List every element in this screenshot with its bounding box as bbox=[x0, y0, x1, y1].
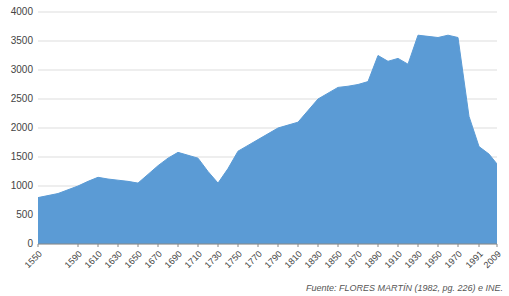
x-tick-label: 2009 bbox=[482, 249, 503, 270]
x-tick bbox=[278, 244, 279, 247]
y-tick-label: 2000 bbox=[11, 122, 34, 133]
y-tick-label: 500 bbox=[16, 209, 33, 220]
x-tick-label: 1970 bbox=[443, 249, 464, 270]
x-tick-label: 1870 bbox=[343, 249, 364, 270]
y-tick-label: 1500 bbox=[11, 151, 34, 162]
x-tick bbox=[438, 244, 439, 247]
x-tick-label: 1690 bbox=[163, 249, 184, 270]
x-tick bbox=[38, 244, 39, 247]
x-tick-label: 1590 bbox=[63, 249, 84, 270]
x-tick bbox=[138, 244, 139, 247]
x-tick bbox=[338, 244, 339, 247]
x-tick-label: 1790 bbox=[263, 249, 284, 270]
y-tick-label: 0 bbox=[27, 238, 33, 249]
grid-line bbox=[38, 244, 497, 245]
x-tick-label: 1670 bbox=[143, 249, 164, 270]
x-tick-label: 1630 bbox=[103, 249, 124, 270]
x-tick bbox=[318, 244, 319, 247]
x-tick-label: 1770 bbox=[243, 249, 264, 270]
x-tick-label: 1830 bbox=[303, 249, 324, 270]
x-tick bbox=[198, 244, 199, 247]
x-tick bbox=[298, 244, 299, 247]
plot-area bbox=[38, 35, 497, 244]
x-tick-label: 1730 bbox=[203, 249, 224, 270]
chart: 0 500 1000 1500 2000 2500 3000 3500 4000 1550 1590… bbox=[0, 0, 509, 296]
x-tick-label: 1610 bbox=[83, 249, 104, 270]
x-tick bbox=[178, 244, 179, 247]
x-tick bbox=[158, 244, 159, 247]
x-tick-label: 1550 bbox=[23, 249, 44, 270]
x-tick bbox=[497, 244, 498, 247]
x-tick bbox=[218, 244, 219, 247]
x-tick-label: 1650 bbox=[123, 249, 144, 270]
y-grid bbox=[38, 12, 497, 244]
population-area bbox=[38, 35, 497, 244]
y-tick-label: 4000 bbox=[11, 6, 34, 17]
x-axis-line bbox=[38, 244, 497, 245]
x-tick-label: 1910 bbox=[383, 249, 404, 270]
population-line bbox=[38, 35, 497, 197]
x-tick-label: 1750 bbox=[223, 249, 244, 270]
x-tick-label: 1850 bbox=[323, 249, 344, 270]
x-tick bbox=[358, 244, 359, 247]
x-tick bbox=[98, 244, 99, 247]
x-tick bbox=[418, 244, 419, 247]
x-tick bbox=[398, 244, 399, 247]
y-tick-label: 3500 bbox=[11, 35, 34, 46]
grid-line bbox=[38, 12, 497, 13]
x-tick bbox=[258, 244, 259, 247]
x-tick-label: 1890 bbox=[363, 249, 384, 270]
x-tick-label: 1930 bbox=[403, 249, 424, 270]
y-tick-label: 3000 bbox=[11, 64, 34, 75]
source-note: Fuente: FLORES MARTÍN (1982, pg. 226) e … bbox=[306, 283, 503, 293]
y-tick-label: 2500 bbox=[11, 93, 34, 104]
x-tick bbox=[458, 244, 459, 247]
x-tick bbox=[479, 244, 480, 247]
x-tick bbox=[118, 244, 119, 247]
x-tick-label: 1950 bbox=[423, 249, 444, 270]
x-tick-label: 1710 bbox=[183, 249, 204, 270]
x-tick-label: 1810 bbox=[283, 249, 304, 270]
chart-container: 0 500 1000 1500 2000 2500 3000 3500 4000 1550 1590… bbox=[0, 0, 509, 296]
x-tick bbox=[78, 244, 79, 247]
x-tick bbox=[378, 244, 379, 247]
x-tick-label: 1991 bbox=[464, 249, 485, 270]
x-tick bbox=[238, 244, 239, 247]
y-tick-label: 1000 bbox=[11, 180, 34, 191]
